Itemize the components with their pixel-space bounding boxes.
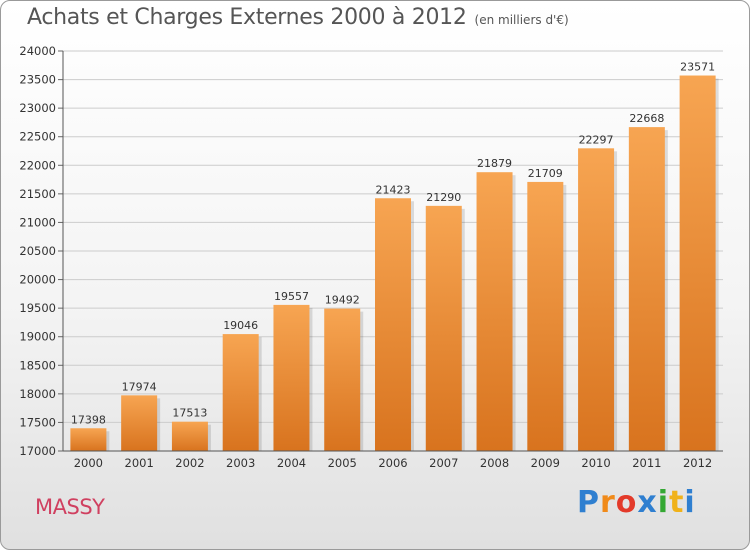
bar-2001 xyxy=(121,395,158,451)
y-tick-label: 21500 xyxy=(19,187,56,201)
chart-subtitle: (en milliers d'€) xyxy=(474,13,569,27)
brand-letter: P xyxy=(577,485,600,520)
brand-letter: t xyxy=(669,485,685,520)
y-tick-label: 23000 xyxy=(19,101,56,115)
bar-2003 xyxy=(222,334,259,451)
y-tick-label: 24000 xyxy=(19,44,56,58)
y-tick-label: 18000 xyxy=(19,387,56,401)
proxiti-logo: Proxiti xyxy=(577,485,696,520)
bar-2009 xyxy=(527,181,564,451)
brand-letter: x xyxy=(637,485,658,520)
data-label-2007: 21290 xyxy=(426,191,461,204)
bar-2004 xyxy=(273,304,310,451)
x-tick-label: 2004 xyxy=(277,456,306,470)
y-tick-label: 21000 xyxy=(19,215,56,229)
brand-letter: r xyxy=(600,485,616,520)
bar-2006 xyxy=(375,198,411,451)
data-label-2003: 19046 xyxy=(223,319,258,332)
x-tick-label: 2003 xyxy=(226,456,255,470)
data-label-2005: 19492 xyxy=(325,294,360,307)
data-label-2000: 17398 xyxy=(71,413,106,426)
data-label-2008: 21879 xyxy=(477,157,512,170)
chart-title: Achats et Charges Externes 2000 à 2012 (e… xyxy=(27,5,569,30)
brand-letter: i xyxy=(684,485,696,520)
data-label-2011: 22668 xyxy=(629,112,664,125)
data-label-2002: 17513 xyxy=(172,407,207,420)
bar-2005 xyxy=(324,308,361,451)
data-label-2006: 21423 xyxy=(376,183,411,196)
y-tick-label: 17000 xyxy=(19,444,56,458)
y-tick-label: 20000 xyxy=(19,273,56,287)
bar-2000 xyxy=(70,428,107,451)
y-tick-label: 17500 xyxy=(19,415,56,429)
brand-letter: i xyxy=(657,485,670,520)
x-tick-label: 2002 xyxy=(175,456,204,470)
y-axis-ticks: 17000 17500 18000 18500 19000 19500 20000 20500… xyxy=(19,44,63,458)
x-tick-label: 2011 xyxy=(632,456,661,470)
x-tick-label: 2007 xyxy=(429,456,458,470)
y-tick-label: 19000 xyxy=(19,330,56,344)
y-tick-label: 23500 xyxy=(19,73,56,87)
axes xyxy=(62,51,723,452)
bars xyxy=(70,75,719,452)
data-label-2009: 21709 xyxy=(528,167,563,180)
x-tick-label: 2000 xyxy=(74,456,103,470)
y-tick-label: 22500 xyxy=(19,130,56,144)
x-tick-label: 2001 xyxy=(125,456,154,470)
bar-2010 xyxy=(578,148,615,452)
chart-title-text: Achats et Charges Externes 2000 à 2012 xyxy=(27,5,467,30)
data-label-2001: 17974 xyxy=(122,380,157,393)
city-name: MASSY xyxy=(35,495,105,519)
x-tick-label: 2006 xyxy=(378,456,407,470)
y-tick-label: 20500 xyxy=(19,244,56,258)
x-axis-ticks: 2000 2001 2002 2003 2004 2005 2006 2007 2008 2009… xyxy=(74,456,713,470)
x-tick-label: 2010 xyxy=(581,456,610,470)
y-tick-label: 22000 xyxy=(19,158,56,172)
data-label-2004: 19557 xyxy=(274,290,309,303)
x-tick-label: 2008 xyxy=(480,456,509,470)
data-label-2012: 23571 xyxy=(680,61,715,74)
bar-2002 xyxy=(171,421,208,451)
y-tick-label: 18500 xyxy=(19,358,56,372)
data-labels: 17398 17974 17513 19046 19557 19492 21423 21290… xyxy=(71,61,715,427)
bar-2007 xyxy=(425,205,462,451)
x-tick-label: 2009 xyxy=(531,456,560,470)
bar-2011 xyxy=(628,127,665,451)
bar-2012 xyxy=(679,75,716,451)
bar-2008 xyxy=(476,172,513,451)
y-tick-label: 19500 xyxy=(19,301,56,315)
data-label-2010: 22297 xyxy=(579,133,614,146)
brand-letter: o xyxy=(615,485,638,520)
x-tick-label: 2012 xyxy=(683,456,712,470)
x-tick-label: 2005 xyxy=(328,456,357,470)
